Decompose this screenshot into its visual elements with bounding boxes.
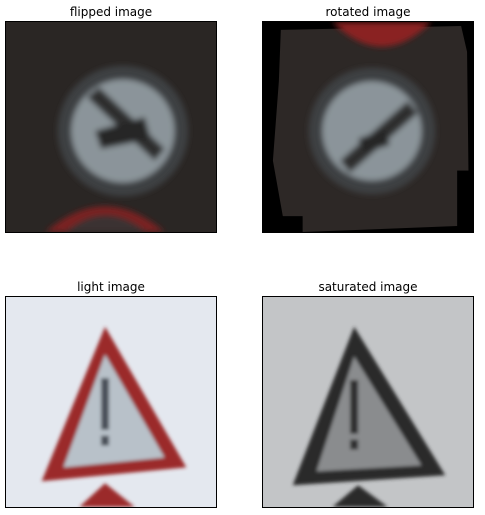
- panel-title-flipped: flipped image: [69, 5, 153, 19]
- image-panel-saturated: [262, 296, 474, 508]
- image-panel-flipped: [5, 21, 217, 233]
- light-sign-image: [6, 297, 216, 507]
- image-panel-light: [5, 296, 217, 508]
- panel-title-light: light image: [77, 280, 145, 294]
- image-panel-rotated: [262, 21, 474, 233]
- panel-title-saturated: saturated image: [318, 280, 418, 294]
- panel-title-rotated: rotated image: [325, 5, 411, 19]
- saturated-sign-image: [263, 297, 473, 507]
- rotated-sign-image: [263, 22, 473, 232]
- flipped-sign-image: [6, 22, 216, 232]
